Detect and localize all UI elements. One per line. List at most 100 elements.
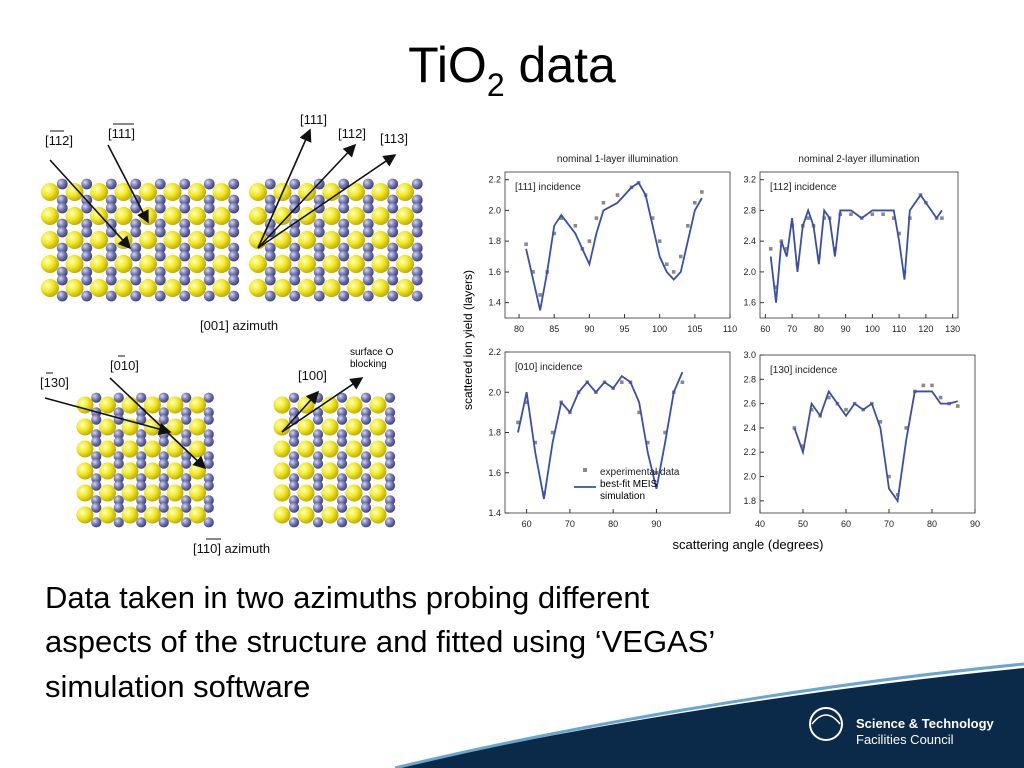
atom-o <box>181 429 192 440</box>
atom-ti <box>396 231 414 249</box>
atom-o <box>179 242 191 254</box>
atom-o <box>203 414 214 425</box>
experimental-point <box>700 190 704 194</box>
atom-o <box>56 250 68 262</box>
atom-o <box>338 202 350 214</box>
atom-o <box>81 274 93 286</box>
atom-o <box>158 414 169 425</box>
atom-ti <box>322 183 341 201</box>
experimental-point <box>904 426 908 430</box>
atom-ti <box>369 440 387 458</box>
experimental-point <box>849 212 853 217</box>
atom-ti <box>144 484 161 502</box>
atom-o <box>81 242 93 254</box>
atom-o <box>105 218 117 230</box>
atom-ti <box>99 440 116 458</box>
atom-o <box>56 178 68 190</box>
atom-o <box>288 436 300 447</box>
atom-o <box>289 242 301 254</box>
y-tick-label: 1.6 <box>488 468 501 478</box>
atom-ti <box>139 255 157 273</box>
atom-ti <box>345 484 363 502</box>
atom-o <box>56 290 68 302</box>
atom-o <box>228 242 240 254</box>
atom-ti <box>297 440 315 458</box>
atom-o <box>158 480 169 491</box>
atom-o <box>158 392 169 403</box>
atom-ti <box>273 231 292 249</box>
atom-o <box>362 250 374 262</box>
y-tick-label: 3.2 <box>743 175 756 185</box>
atom-o <box>91 458 102 469</box>
atom-ti <box>99 506 116 524</box>
atom-ti <box>121 506 139 524</box>
atom-o <box>113 436 124 447</box>
atom-o <box>387 250 399 262</box>
label: surface O blocking <box>350 347 394 370</box>
experimental-point <box>693 200 697 205</box>
experimental-point <box>938 395 943 400</box>
atom-ti <box>121 440 139 458</box>
atom-o <box>154 194 166 206</box>
experimental-point <box>663 430 667 435</box>
atom-o <box>203 451 214 462</box>
atom-ti <box>212 255 231 273</box>
atom-o <box>154 290 166 302</box>
atom-ti <box>212 231 231 249</box>
atom-ti <box>65 279 84 297</box>
atom-o <box>338 290 350 302</box>
atom-o <box>81 218 93 230</box>
label: [110] azimuth <box>193 541 270 556</box>
atom-ti <box>41 255 59 273</box>
atom-ti <box>90 207 108 225</box>
atom-ti <box>114 183 133 201</box>
atom-o <box>203 392 214 403</box>
atom-o <box>411 194 423 206</box>
atom-o <box>360 436 372 447</box>
experimental-point <box>940 216 944 220</box>
atom-ti <box>273 207 292 225</box>
experimental-point <box>650 216 655 220</box>
x-tick-label: 130 <box>945 324 960 334</box>
atom-o <box>264 226 276 238</box>
atom-o <box>154 266 166 278</box>
atom-o <box>136 429 147 440</box>
atom-o <box>158 517 169 528</box>
atom-ti <box>189 396 206 414</box>
atom-o <box>158 495 169 506</box>
atom-ti <box>322 231 341 249</box>
atom-o <box>158 436 169 447</box>
y-tick-label: 2.4 <box>743 423 756 433</box>
atom-o <box>154 242 166 254</box>
atom-ti <box>121 484 139 502</box>
atom-ti <box>212 207 231 225</box>
atom-ti <box>188 279 206 297</box>
atom-o <box>411 274 423 286</box>
experimental-point <box>930 383 934 388</box>
atom-o <box>384 451 396 462</box>
body-text: Data taken in two azimuths probing diffe… <box>45 580 715 704</box>
atom-o <box>338 250 350 262</box>
atom-o <box>387 226 399 238</box>
atom-ti <box>298 183 316 201</box>
atom-o <box>154 202 166 214</box>
panel-label: [111] incidence <box>515 182 581 193</box>
atom-ti <box>345 396 363 414</box>
atom-o <box>411 226 423 238</box>
atom-ti <box>273 279 292 297</box>
atom-o <box>288 458 300 469</box>
atom-o <box>228 250 240 262</box>
atom-o <box>181 407 192 418</box>
body-line: simulation software <box>45 669 310 704</box>
experimental-point <box>784 247 789 251</box>
atom-ti <box>345 418 363 436</box>
experimental-point <box>801 444 805 448</box>
atom-o <box>203 178 215 190</box>
atom-ti <box>99 396 116 414</box>
atom-ti <box>163 231 182 249</box>
atom-ti <box>188 183 206 201</box>
atom-o <box>336 407 348 418</box>
atom-o <box>181 502 192 513</box>
atom-o <box>113 392 124 403</box>
atom-o <box>360 495 372 506</box>
